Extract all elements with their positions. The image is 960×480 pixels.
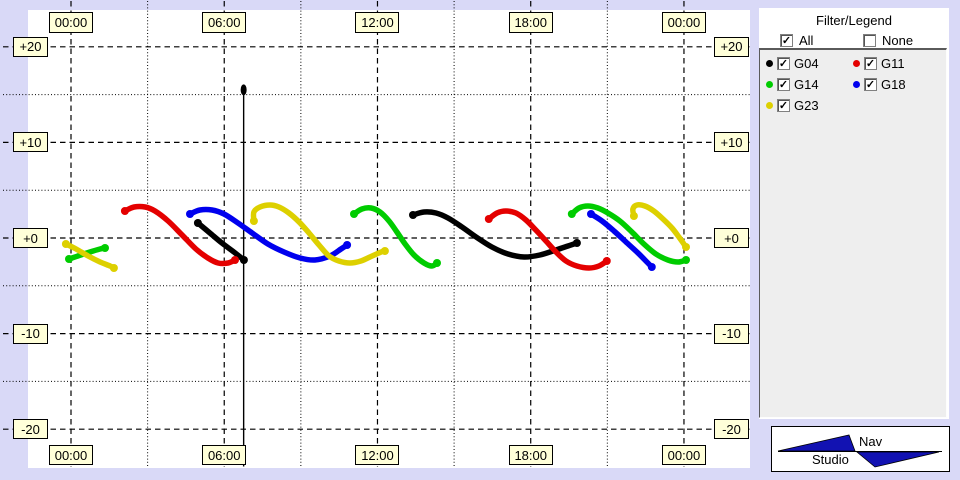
trace-G04-endpoint	[409, 211, 417, 219]
legend-label-G18: G18	[881, 76, 906, 92]
filter-legend-panel: Filter/Legend ✓ All None ✓ G04 ✓ G11 ✓ G14 ✓ G1…	[759, 8, 949, 419]
legend-checkbox-G23[interactable]: ✓	[777, 98, 790, 112]
top-axis-tick-12:00: 12:00	[355, 12, 400, 33]
trace-G11-endpoint	[231, 256, 239, 264]
legend-box: ✓ G04 ✓ G11 ✓ G14 ✓ G18 ✓ G23	[759, 48, 947, 418]
trace-G23	[250, 202, 388, 266]
none-checkbox[interactable]	[863, 34, 876, 47]
legend-entry-G11[interactable]: ✓ G11	[853, 55, 905, 71]
legend-entry-G18[interactable]: ✓ G18	[853, 76, 906, 92]
trace-G23-endpoint	[629, 212, 638, 220]
trace-G11	[122, 203, 238, 267]
trace-G14	[569, 203, 689, 265]
trace-G23	[630, 202, 689, 250]
panel-title: Filter/Legend	[816, 13, 892, 28]
trace-G14-endpoint	[350, 210, 358, 218]
trace-G18-endpoint	[587, 210, 595, 218]
bottom-axis-tick-00:00: 00:00	[49, 445, 93, 465]
trace-G23-endpoint	[682, 243, 690, 251]
trace-G14-endpoint	[433, 259, 441, 267]
legend-entry-G14[interactable]: ✓ G14	[766, 76, 819, 92]
trace-G18-endpoint	[186, 210, 194, 218]
top-axis-tick-00:00: 00:00	[661, 12, 706, 33]
trace-G23-endpoint	[249, 217, 258, 225]
trace-G04-endpoint	[572, 239, 581, 247]
legend-label-G14: G14	[794, 76, 819, 92]
logo-triangles-icon	[777, 434, 942, 468]
trace-G23-endpoint	[380, 247, 389, 255]
legend-dot-G04	[766, 59, 773, 67]
all-checkbox[interactable]: ✓	[780, 34, 793, 47]
trace-G11-endpoint	[484, 215, 493, 223]
logo-word-nav: Nav	[859, 434, 883, 449]
legend-dot-G14	[766, 80, 773, 88]
left-axis-tick--10: -10	[13, 323, 48, 344]
trace-G14-endpoint	[65, 255, 73, 263]
legend-dot-G11	[853, 59, 860, 67]
legend-checkbox-G14[interactable]: ✓	[777, 77, 790, 91]
trace-G11-endpoint	[602, 257, 611, 265]
bottom-axis-tick-06:00: 06:00	[202, 445, 247, 465]
trace-G14	[351, 205, 440, 269]
legend-dot-G23	[766, 101, 773, 109]
right-axis-tick--20: -20	[714, 419, 749, 440]
right-axis-tick-+10: +10	[714, 132, 749, 153]
legend-checkbox-G18[interactable]: ✓	[864, 77, 877, 91]
trace-G14-endpoint	[567, 210, 576, 218]
trace-G11-endpoint	[120, 207, 129, 215]
legend-label-G04: G04	[794, 55, 819, 71]
legend-entry-G23[interactable]: ✓ G23	[766, 97, 819, 113]
navstudio-logo: Nav Studio	[771, 426, 950, 472]
right-axis-tick-+20: +20	[714, 36, 749, 57]
trace-G14-endpoint	[101, 244, 109, 252]
trace-G18-endpoint	[647, 263, 656, 271]
trace-G23-endpoint	[61, 240, 70, 248]
top-axis-tick-06:00: 06:00	[202, 12, 247, 33]
right-axis-tick-+0: +0	[714, 228, 749, 248]
plot-area	[28, 10, 750, 468]
legend-checkbox-G11[interactable]: ✓	[864, 56, 877, 70]
trace-G18-endpoint	[343, 241, 352, 249]
trace-G04-endpoint	[193, 219, 202, 227]
top-axis-tick-00:00: 00:00	[49, 12, 93, 33]
legend-checkbox-G04[interactable]: ✓	[777, 56, 790, 70]
bottom-axis-tick-18:00: 18:00	[508, 445, 553, 465]
trace-G14-endpoint	[682, 256, 690, 264]
time-marker-dot	[240, 84, 247, 96]
left-axis-tick-+10: +10	[13, 132, 48, 153]
none-checkbox-label: None	[882, 33, 914, 48]
bottom-axis-tick-00:00: 00:00	[661, 445, 706, 465]
legend-label-G23: G23	[794, 97, 819, 113]
legend-dot-G18	[853, 80, 860, 88]
trace-G11	[486, 208, 610, 271]
trace-G18	[588, 211, 655, 270]
trace-G23-endpoint	[109, 264, 118, 272]
trace-G04-endpoint	[239, 256, 248, 264]
all-checkbox-label: All	[799, 33, 814, 48]
filter-none-control[interactable]: None	[863, 33, 913, 48]
top-axis-tick-18:00: 18:00	[508, 12, 553, 33]
legend-label-G11: G11	[881, 55, 905, 71]
filter-all-control[interactable]: ✓ All	[780, 33, 813, 48]
bottom-axis-tick-12:00: 12:00	[355, 445, 400, 465]
legend-entry-G04[interactable]: ✓ G04	[766, 55, 819, 71]
left-axis-tick-+0: +0	[13, 228, 48, 248]
right-axis-tick--10: -10	[714, 323, 749, 344]
logo-word-studio: Studio	[812, 452, 849, 467]
trace-G04	[195, 220, 247, 263]
left-axis-tick--20: -20	[13, 419, 48, 440]
left-axis-tick-+20: +20	[13, 36, 48, 57]
